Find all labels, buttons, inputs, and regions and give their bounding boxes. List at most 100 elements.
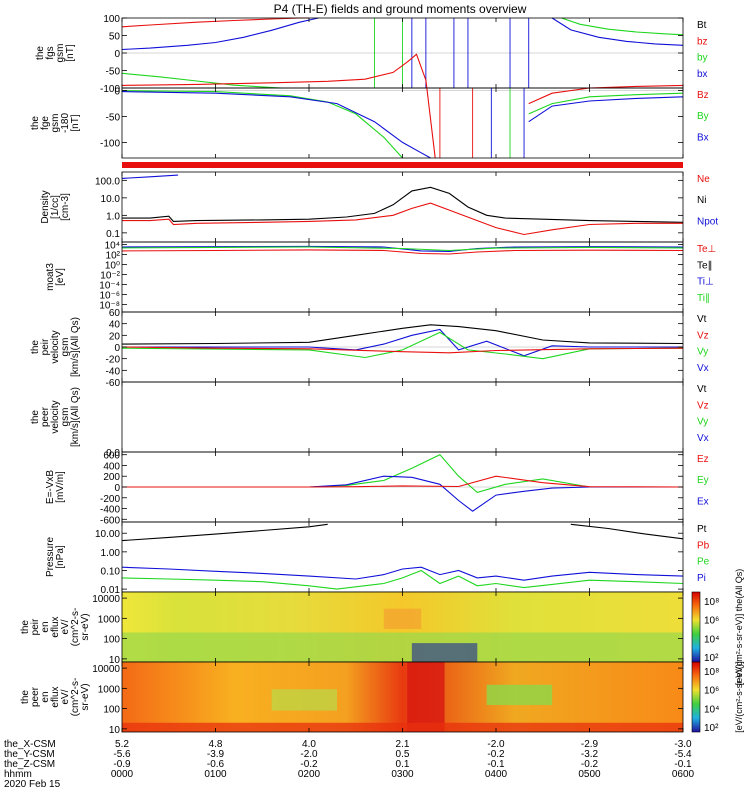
y-axis-label: peir — [30, 618, 41, 635]
legend-entry: Te⊥ — [697, 244, 716, 255]
series-Bx-late- — [528, 96, 684, 123]
y-tick-label: 10.0 — [101, 194, 121, 205]
y-tick-label: 1.0 — [106, 211, 120, 222]
y-axis-label: eflux — [50, 616, 61, 637]
series-Te — [121, 249, 684, 255]
y-tick-label: 40 — [109, 320, 121, 331]
y-axis-label: sr-eV) — [80, 683, 91, 710]
legend-entry: Te∥ — [697, 260, 713, 271]
series-Ne — [122, 202, 683, 236]
y-tick-label: 0 — [114, 87, 120, 98]
y-axis-label: Density — [40, 190, 51, 223]
y-tick-label: 60 — [109, 308, 121, 319]
y-axis-label: the — [20, 620, 31, 634]
series-Ni — [122, 186, 684, 223]
colorbar-tick-label: 10² — [704, 723, 719, 734]
panel-peir_en: 10⁸ 10⁶ 10⁴ 10² [eV/(cm²-s-sr-eV)] the(All Q… — [20, 569, 744, 686]
series-by — [121, 72, 281, 89]
y-tick-label: 100 — [103, 14, 120, 25]
colorbar — [691, 661, 701, 733]
series-Ti-para — [121, 246, 684, 252]
series-By — [121, 90, 403, 159]
y-axis-label: eV/ — [60, 689, 71, 704]
legend-entry: Bt — [697, 20, 707, 31]
y-axis-label: [nPa] — [55, 545, 66, 569]
y-tick-label: 50 — [109, 32, 121, 43]
y-tick-label: 10⁻² — [100, 270, 120, 281]
legend-entry: by — [697, 53, 708, 64]
y-axis-label: en — [40, 621, 51, 632]
y-axis-label: the — [20, 690, 31, 704]
y-axis-label: fgs — [45, 46, 56, 59]
y-tick-label: 0.01 — [101, 585, 121, 596]
x-tick-label: -3.9 — [207, 749, 225, 760]
y-tick-label: 1.00 — [101, 548, 121, 559]
x-tick-label: -5.4 — [674, 749, 692, 760]
x-tick-label: -2.0 — [300, 749, 318, 760]
y-tick-label: 1000 — [98, 684, 121, 695]
figure-title: P4 (TH-E) fields and ground moments over… — [274, 2, 527, 16]
x-tick-label: 4.8 — [209, 739, 223, 750]
legend-entry: bz — [697, 36, 708, 47]
y-tick-label: 10⁻⁴ — [99, 280, 120, 291]
legend-entry: Vx — [697, 363, 709, 374]
panel-frame — [121, 381, 684, 453]
panel-frame — [121, 171, 684, 243]
colorbar-label: [eV/(cm²-s-sr-eV)] — [734, 661, 744, 733]
legend-entry: Vy — [697, 347, 708, 358]
x-tick-label: -0.9 — [113, 759, 131, 770]
x-tick-label: -0.2 — [581, 759, 599, 770]
colorbar-tick-label: 10⁶ — [704, 686, 719, 697]
spectrogram-feature — [383, 608, 422, 629]
colorbar-tick-label: 10² — [704, 653, 719, 664]
y-tick-label: -40 — [106, 366, 121, 377]
panel-peer_en: 10⁸ 10⁶ 10⁴ 10² [eV/(cm²-s-sr-eV)] 10000 1000 1… — [20, 661, 744, 736]
spectrogram-image — [122, 662, 683, 732]
legend-entry: bx — [697, 69, 708, 80]
y-axis-label: eflux — [50, 686, 61, 707]
legend-entry: Pe — [697, 557, 710, 568]
x-tick-label: 0200 — [298, 769, 321, 780]
y-tick-label: 0.10 — [101, 566, 121, 577]
legend-entry: Vy — [697, 417, 708, 428]
x-row-label: the_Y-CSM — [4, 749, 55, 760]
legend-entry: Pb — [697, 540, 710, 551]
y-tick-label: 600 — [103, 451, 120, 462]
x-tick-label: 4.0 — [302, 739, 316, 750]
date-label: 2020 Feb 15 — [4, 779, 61, 790]
y-tick-label: 10000 — [92, 664, 120, 675]
y-tick-label: -100 — [100, 84, 120, 95]
panel-peer_vel: 0.0 the peer velocity gsm [km/s](All Qs) Vt Vz V… — [30, 381, 709, 459]
panel-pressure: 10.00 1.00 0.10 0.01 Pressure [nPa] Pt Pb Pe Pi — [45, 521, 710, 596]
series-Ti — [121, 245, 684, 252]
series-Bz — [121, 53, 436, 159]
x-tick-label: -0.1 — [487, 759, 505, 770]
legend-entry: Pt — [697, 524, 707, 535]
x-tick-label: -3.2 — [581, 749, 599, 760]
y-axis-label: gsm — [60, 408, 71, 427]
series-Npot — [121, 174, 179, 179]
y-axis-label: fge — [40, 116, 51, 130]
legend-entry: Bz — [697, 90, 709, 101]
y-axis-label: [mV/m] — [55, 471, 66, 503]
y-tick-label: 0.0 — [106, 448, 120, 459]
y-tick-label: 10000 — [92, 594, 120, 605]
y-tick-label: 0 — [114, 343, 120, 354]
x-tick-label: 2.1 — [396, 739, 410, 750]
panel-frame — [121, 521, 684, 593]
y-axis-label: moat3 — [45, 263, 56, 291]
x-row-label: hhmm — [4, 769, 32, 780]
y-tick-label: 100 — [103, 705, 120, 716]
y-tick-label: 20 — [109, 331, 121, 342]
x-tick-label: -2.9 — [581, 739, 599, 750]
legend-entry: Npot — [697, 216, 718, 227]
x-axis-annotation: the_X-CSM 5.2 4.8 4.0 2.1 -2.0 -2.9 -3.0 the_Y-C… — [4, 18, 695, 790]
legend-entry: By — [697, 111, 709, 122]
y-tick-label: 10 — [109, 655, 121, 666]
y-axis-label: peer — [40, 406, 51, 427]
series-By-late- — [528, 92, 684, 115]
y-tick-label: -50 — [106, 113, 121, 124]
